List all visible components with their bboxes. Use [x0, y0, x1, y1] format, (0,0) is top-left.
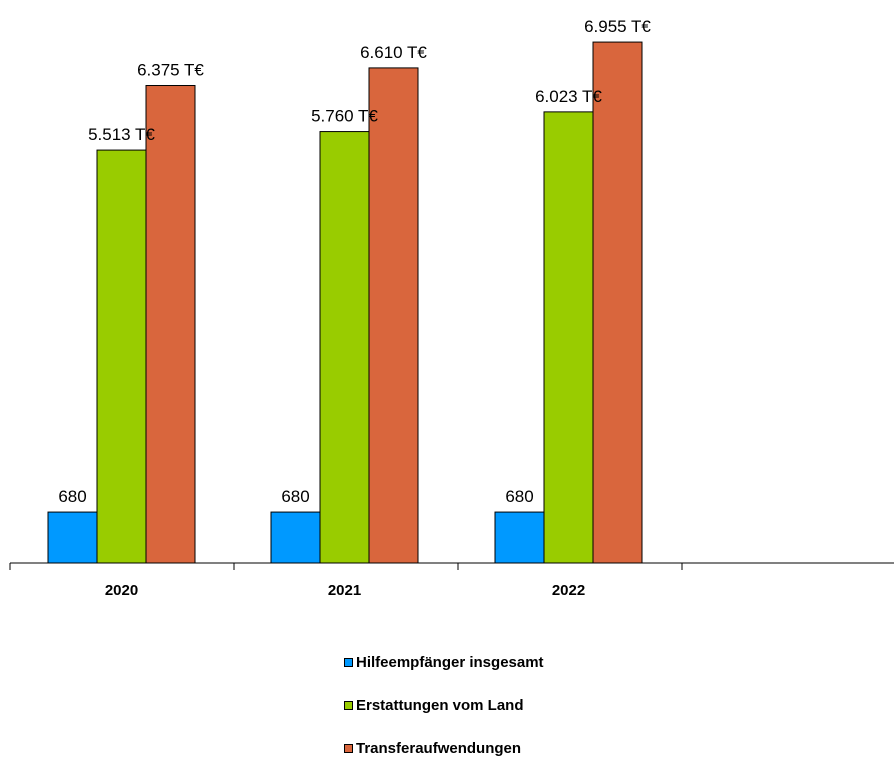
x-tick-label-2021: 2021 — [328, 582, 361, 599]
legend-swatch-transferaufwendungen — [344, 743, 353, 753]
x-tick-label-2022: 2022 — [552, 582, 585, 599]
legend-item-transferaufwendungen: Transferaufwendungen — [344, 738, 744, 758]
value-label-2020-series-1: 5.513 T€ — [88, 125, 155, 144]
value-label-2020-series-0: 680 — [58, 487, 86, 506]
bar-2021-series-1 — [319, 131, 370, 564]
x-axis: 2020 2021 2022 — [9, 562, 894, 599]
x-tick-label-2020: 2020 — [105, 582, 138, 599]
value-label-2021-series-2: 6.610 T€ — [360, 43, 427, 62]
legend-item-erstattungen: Erstattungen vom Land — [344, 695, 744, 715]
value-labels-layer: 680 5.513 T€ 6.375 T€ 680 5.760 T€ 6.610 T€ 68… — [58, 17, 651, 506]
bar-2022-series-1 — [543, 111, 594, 564]
value-label-2022-series-2: 6.955 T€ — [584, 17, 651, 36]
value-label-2021-series-1: 5.760 T€ — [311, 107, 378, 126]
value-label-2020-series-2: 6.375 T€ — [137, 61, 204, 80]
value-label-2021-series-0: 680 — [281, 487, 309, 506]
legend-label-transferaufwendungen: Transferaufwendungen — [356, 739, 522, 757]
bar-2021-series-2 — [368, 67, 419, 564]
legend: Hilfeempfänger insgesamt Erstattungen vo… — [344, 652, 744, 781]
value-label-2022-series-0: 680 — [505, 487, 533, 506]
bar-2021-series-0 — [270, 511, 321, 564]
legend-item-hilfeempfaenger: Hilfeempfänger insgesamt — [344, 652, 744, 672]
bar-2020-series-2 — [145, 85, 196, 564]
legend-swatch-hilfeempfaenger — [344, 657, 353, 667]
legend-label-erstattungen: Erstattungen vom Land — [356, 696, 524, 714]
bar-2020-series-1 — [96, 149, 147, 564]
bar-2020-series-0 — [47, 511, 98, 564]
value-label-2022-series-1: 6.023 T€ — [535, 87, 602, 106]
legend-swatch-erstattungen — [344, 700, 353, 710]
bar-2022-series-2 — [592, 41, 643, 564]
legend-label-hilfeempfaenger: Hilfeempfänger insgesamt — [356, 653, 544, 671]
bars-layer — [47, 41, 643, 564]
bar-2022-series-0 — [494, 511, 545, 564]
bar-chart: 680 5.513 T€ 6.375 T€ 680 5.760 T€ 6.610 T€ 68… — [9, 17, 894, 599]
